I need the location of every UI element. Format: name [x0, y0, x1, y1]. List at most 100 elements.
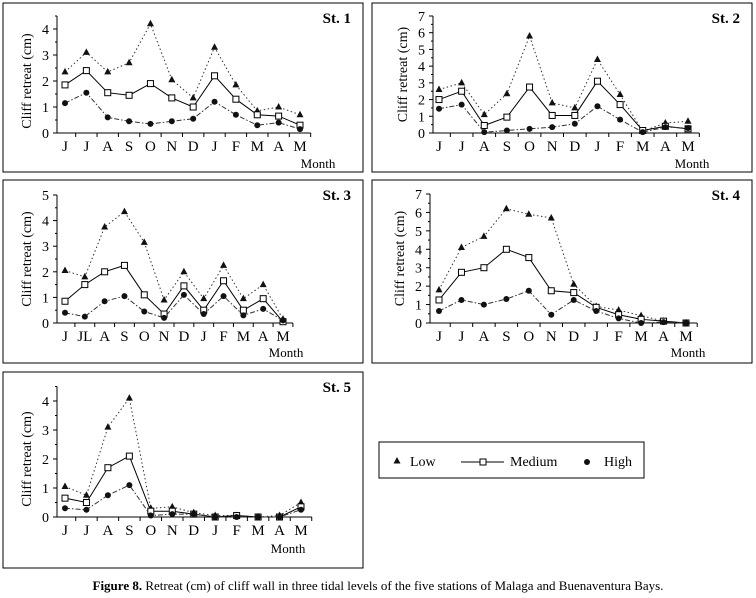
low-marker	[232, 80, 240, 88]
medium-marker	[104, 89, 112, 97]
x-tick-label: A	[102, 139, 113, 155]
y-tick-label: 1	[418, 110, 425, 125]
x-tick-label: O	[523, 329, 534, 345]
high-marker	[180, 291, 187, 298]
low-marker	[296, 110, 304, 118]
high-marker	[525, 287, 532, 294]
x-tick-label: J	[212, 523, 218, 539]
x-tick-label: O	[139, 329, 150, 345]
medium-marker	[526, 83, 534, 91]
high-marker	[683, 320, 689, 326]
y-tick-label: 3	[42, 424, 49, 439]
high-marker	[141, 308, 148, 315]
medium-marker	[125, 452, 133, 460]
medium-marker	[180, 282, 188, 290]
medium-marker	[82, 67, 90, 75]
series-line-low	[438, 208, 687, 324]
x-tick-label: A	[102, 523, 113, 539]
x-tick-label: M	[636, 139, 649, 155]
medium-marker	[502, 245, 510, 253]
y-tick-label: 4	[418, 60, 425, 75]
legend-frame	[378, 441, 645, 479]
low-marker	[616, 90, 624, 98]
x-tick-label: M	[276, 329, 289, 345]
panel-frame	[2, 2, 364, 173]
panel-frame	[371, 179, 753, 364]
low-marker	[547, 213, 555, 221]
low-marker	[61, 266, 69, 274]
y-tick-label: 4	[415, 243, 422, 258]
x-tick-label: A	[99, 329, 110, 345]
low-marker	[104, 423, 112, 430]
low-marker	[259, 280, 267, 288]
low-marker	[458, 78, 466, 86]
high-marker	[617, 116, 624, 123]
series-line-high	[64, 484, 302, 518]
high-marker	[147, 512, 154, 519]
x-tick-label: M	[679, 329, 692, 345]
x-tick-label: J	[436, 139, 442, 155]
x-tick-label: S	[125, 139, 133, 155]
high-marker	[190, 115, 197, 122]
x-tick-label: M	[634, 329, 647, 345]
x-tick-label: J	[62, 523, 68, 539]
y-tick-label: 0	[42, 127, 49, 142]
low-marker	[435, 85, 443, 93]
high-marker	[503, 127, 510, 134]
x-tick-label: D	[178, 329, 189, 345]
x-tick-label: M	[237, 329, 250, 345]
x-tick-label: D	[568, 329, 579, 345]
high-marker	[62, 309, 68, 316]
y-tick-label: 3	[418, 77, 425, 92]
y-axis-label: Cliff retreat (cm)	[393, 210, 408, 306]
low-marker	[125, 394, 133, 401]
caption-text: Retreat (cm) of cliff wall in three tida…	[142, 578, 664, 593]
medium-marker	[479, 458, 487, 466]
y-tick-label: 2	[42, 75, 49, 90]
y-axis-label: Cliff retreat (cm)	[396, 26, 411, 122]
high-marker	[275, 119, 282, 126]
medium-marker	[435, 296, 443, 304]
y-tick-label: 5	[415, 225, 422, 240]
x-tick-label: D	[188, 139, 199, 155]
medium-marker	[616, 101, 624, 109]
panel-title: St. 5	[323, 380, 351, 396]
x-tick-label: N	[166, 139, 177, 155]
high-marker	[200, 311, 207, 318]
low-marker	[548, 98, 556, 106]
x-tick-label: N	[167, 523, 178, 539]
low-marker	[239, 294, 247, 302]
medium-marker	[457, 268, 465, 276]
x-tick-label: D	[188, 523, 199, 539]
low-marker	[220, 261, 228, 268]
low-marker	[570, 280, 578, 287]
x-tick-label: A	[478, 329, 489, 345]
x-tick-label: A	[274, 523, 285, 539]
low-marker	[61, 482, 69, 490]
high-marker	[436, 308, 442, 315]
medium-marker	[81, 281, 89, 289]
high-marker	[436, 105, 442, 112]
x-tick-label: F	[219, 329, 227, 345]
y-tick-label: 5	[42, 189, 49, 204]
low-marker	[435, 285, 443, 293]
low-marker	[525, 210, 533, 217]
high-marker	[126, 482, 133, 489]
x-tick-label: M	[251, 139, 264, 155]
high-marker	[211, 98, 218, 105]
panel-title: St. 1	[323, 11, 351, 27]
medium-marker	[61, 494, 69, 502]
high-marker	[260, 305, 267, 312]
x-tick-label: O	[524, 139, 535, 155]
high-marker	[526, 125, 533, 132]
low-marker	[189, 93, 197, 101]
high-marker	[594, 103, 601, 110]
x-tick-label: F	[232, 139, 240, 155]
low-marker	[480, 110, 488, 118]
legend-low: Low	[410, 455, 437, 470]
x-tick-label: J	[62, 139, 68, 155]
high-marker	[104, 114, 111, 121]
y-tick-label: 2	[42, 453, 49, 468]
high-marker	[458, 101, 465, 108]
